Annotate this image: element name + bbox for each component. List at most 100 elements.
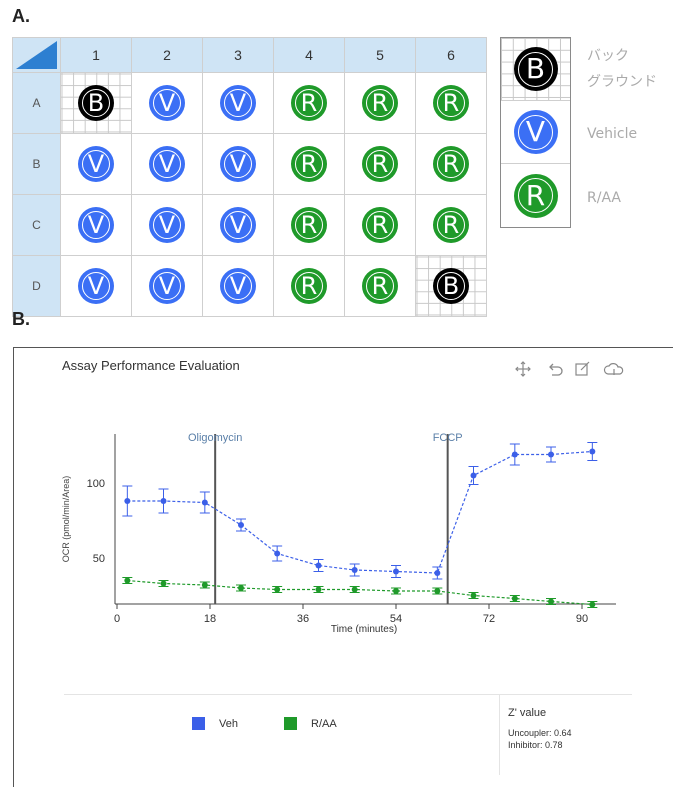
well-b4[interactable]: R	[273, 133, 345, 195]
plate-legend-cell: V	[501, 101, 570, 164]
zvalue-title: Z' value	[508, 707, 547, 719]
data-point	[470, 472, 477, 479]
x-tick-label: 36	[297, 613, 309, 625]
data-point	[393, 588, 399, 594]
well-d2[interactable]: V	[131, 255, 203, 317]
well-v-icon: V	[149, 268, 185, 304]
well-d4[interactable]: R	[273, 255, 345, 317]
well-r-icon: R	[362, 85, 398, 121]
x-tick-label: 72	[483, 613, 495, 625]
well-v-icon: V	[78, 268, 114, 304]
ocr-chart: 0 18 36 54 72 90 50 100 Time (minutes) OCR (pmol/…	[61, 432, 616, 635]
well-c2[interactable]: V	[131, 194, 203, 256]
well-r-icon: R	[513, 173, 558, 218]
legend-swatch-raa	[284, 717, 297, 730]
legend-item-raa[interactable]: R/AA	[284, 717, 337, 730]
column-header: 3	[202, 37, 274, 73]
well-b2[interactable]: V	[131, 133, 203, 195]
well-letter: R	[295, 89, 323, 117]
y-tick-label: 50	[93, 553, 105, 565]
row-header: B	[12, 133, 61, 195]
legend-item-veh[interactable]: Veh	[192, 717, 238, 730]
well-c1[interactable]: V	[60, 194, 132, 256]
undo-icon[interactable]	[546, 360, 564, 378]
well-r-icon: R	[291, 268, 327, 304]
well-letter: V	[82, 272, 110, 300]
well-c4[interactable]: R	[273, 194, 345, 256]
plate-legend-cell: B	[501, 38, 570, 101]
well-v-icon: V	[78, 146, 114, 182]
data-point	[470, 592, 477, 599]
zvalue-box: Z' value Uncoupler: 0.64 Inhibitor: 0.78	[499, 695, 633, 775]
well-d3[interactable]: V	[202, 255, 274, 317]
data-point	[511, 595, 518, 602]
well-letter: V	[153, 89, 181, 117]
injection-label: FCCP	[433, 432, 463, 444]
x-tick-label: 90	[576, 613, 588, 625]
well-d5[interactable]: R	[344, 255, 416, 317]
data-point	[201, 582, 208, 588]
well-letter: V	[82, 150, 110, 178]
well-a6[interactable]: R	[415, 72, 487, 134]
well-letter: V	[224, 211, 252, 239]
data-point	[511, 451, 518, 458]
y-axis-label: OCR (pmol/min/Area)	[61, 476, 71, 563]
well-c6[interactable]: R	[415, 194, 487, 256]
well-c3[interactable]: V	[202, 194, 274, 256]
data-point	[201, 499, 208, 506]
well-letter: R	[437, 211, 465, 239]
well-r-icon: R	[291, 85, 327, 121]
zvalue-uncoupler: Uncoupler: 0.64	[508, 728, 572, 738]
data-point	[238, 585, 244, 591]
well-a1[interactable]: B	[60, 72, 132, 134]
column-header: 1	[60, 37, 132, 73]
well-letter: R	[295, 211, 323, 239]
y-tick-label: 100	[87, 478, 105, 490]
well-v-icon: V	[220, 207, 256, 243]
well-letter: B	[518, 51, 553, 87]
well-v-icon: V	[78, 207, 114, 243]
legend-label-background: バック	[587, 48, 629, 64]
data-point	[434, 570, 441, 576]
data-point	[548, 598, 554, 605]
legend-label: Veh	[219, 717, 238, 730]
data-point	[160, 498, 167, 504]
well-letter: V	[82, 211, 110, 239]
injection-label: Oligomycin	[188, 432, 242, 444]
move-icon[interactable]	[514, 360, 532, 378]
column-header: 4	[273, 37, 345, 73]
well-v-icon: V	[149, 146, 185, 182]
legend-divider	[64, 694, 632, 695]
data-point	[548, 451, 554, 458]
plate-corner[interactable]	[12, 37, 61, 73]
legend-label-background-line2: グラウンド	[587, 74, 657, 90]
well-letter: R	[437, 150, 465, 178]
well-d1[interactable]: V	[60, 255, 132, 317]
data-point	[160, 580, 167, 587]
well-a5[interactable]: R	[344, 72, 416, 134]
cloud-icon[interactable]	[603, 360, 625, 378]
x-axis-label: Time (minutes)	[331, 624, 397, 635]
well-v-icon: V	[220, 268, 256, 304]
data-point	[274, 550, 281, 557]
well-a3[interactable]: V	[202, 72, 274, 134]
series-line	[127, 579, 593, 606]
edit-icon[interactable]	[574, 360, 592, 378]
well-v-icon: V	[220, 146, 256, 182]
data-point	[589, 601, 596, 608]
well-v-icon: V	[149, 85, 185, 121]
well-b5[interactable]: R	[344, 133, 416, 195]
data-point	[351, 567, 358, 573]
well-b3[interactable]: V	[202, 133, 274, 195]
well-letter: V	[153, 272, 181, 300]
well-d6[interactable]: B	[415, 255, 487, 317]
well-a4[interactable]: R	[273, 72, 345, 134]
well-b6[interactable]: R	[415, 133, 487, 195]
well-a2[interactable]: V	[131, 72, 203, 134]
well-c5[interactable]: R	[344, 194, 416, 256]
well-b1[interactable]: V	[60, 133, 132, 195]
